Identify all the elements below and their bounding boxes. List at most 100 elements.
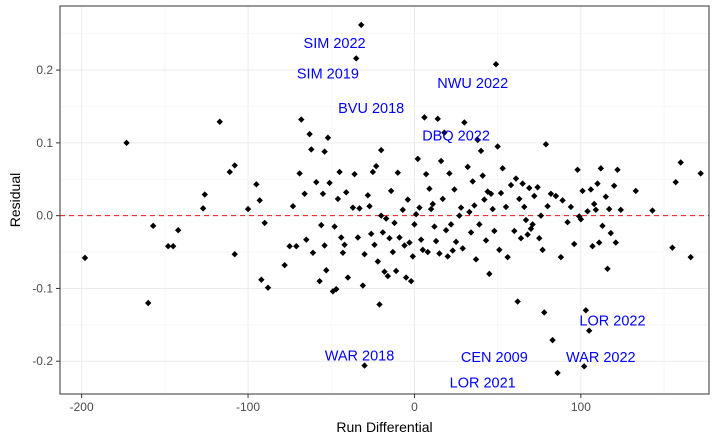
data-point	[544, 202, 551, 210]
data-point	[542, 141, 550, 148]
x-tick-label: 0	[411, 400, 418, 414]
data-point	[496, 246, 503, 254]
data-point	[476, 221, 483, 228]
data-point	[298, 116, 305, 123]
point-annotation-label: LOR 2022	[579, 313, 645, 329]
data-point	[597, 165, 605, 172]
data-point	[331, 223, 338, 230]
data-point	[481, 196, 488, 203]
data-point	[522, 216, 530, 224]
data-point	[333, 285, 340, 293]
data-point	[421, 114, 428, 121]
data-point	[364, 192, 372, 199]
data-point	[571, 240, 578, 248]
data-point	[472, 256, 480, 263]
data-point	[432, 237, 440, 245]
data-point	[487, 190, 495, 198]
data-point	[81, 254, 89, 262]
data-point	[338, 234, 345, 241]
data-point	[201, 191, 208, 198]
data-point	[474, 136, 481, 144]
data-point	[377, 212, 385, 219]
data-point	[296, 170, 303, 177]
data-point	[587, 186, 595, 193]
data-point	[377, 146, 385, 154]
data-point	[437, 157, 445, 165]
data-point	[336, 168, 343, 176]
point-annotation-label: SIM 2022	[304, 36, 366, 52]
data-point	[402, 274, 410, 281]
data-point	[356, 205, 363, 212]
data-point	[466, 208, 473, 216]
data-point	[318, 221, 325, 229]
x-tick-label: -200	[70, 400, 94, 414]
data-point	[231, 162, 238, 169]
data-point	[387, 187, 395, 195]
data-point	[394, 169, 402, 176]
data-point	[199, 205, 207, 212]
data-point	[512, 175, 520, 182]
data-point	[687, 253, 694, 261]
data-point	[617, 206, 625, 214]
data-point	[614, 166, 621, 173]
data-point	[361, 362, 368, 369]
data-point	[321, 148, 328, 155]
data-point	[334, 195, 342, 203]
data-point	[477, 147, 485, 155]
point-annotation-label: WAR 2018	[325, 348, 395, 364]
data-point	[602, 193, 610, 200]
data-point	[461, 119, 468, 126]
data-point	[697, 170, 704, 177]
point-annotation-label: BVU 2018	[338, 101, 404, 117]
data-point	[612, 239, 620, 246]
data-point	[361, 251, 368, 258]
data-point	[169, 243, 177, 250]
data-point	[610, 182, 618, 190]
data-point	[174, 227, 182, 234]
data-point	[677, 159, 684, 166]
data-point	[253, 181, 260, 188]
data-point	[256, 197, 263, 204]
data-point	[316, 277, 323, 285]
data-point	[313, 178, 320, 186]
data-point	[392, 267, 400, 275]
data-point	[539, 246, 546, 254]
y-tick-label: 0.2	[36, 63, 53, 77]
data-point	[449, 247, 456, 254]
data-point	[391, 219, 398, 227]
data-point	[369, 168, 377, 176]
data-point	[417, 236, 425, 243]
data-point	[416, 204, 423, 211]
data-point	[164, 243, 172, 250]
y-tick-label: 0.1	[36, 136, 53, 150]
data-point	[351, 170, 358, 178]
data-point	[359, 282, 367, 289]
data-point	[431, 223, 438, 230]
data-point	[471, 202, 478, 209]
data-point	[384, 272, 392, 280]
data-point	[447, 221, 455, 228]
data-point	[672, 178, 679, 186]
point-annotation-label: CEN 2009	[461, 350, 528, 366]
data-point	[281, 261, 288, 269]
data-point	[519, 180, 526, 187]
data-point	[579, 187, 586, 195]
data-point	[577, 216, 585, 223]
data-point	[464, 163, 471, 171]
data-point	[486, 270, 493, 278]
data-point	[457, 204, 465, 211]
data-point	[366, 202, 373, 210]
data-point	[517, 235, 525, 242]
data-point	[344, 274, 352, 281]
y-tick-label: 0.0	[36, 209, 53, 223]
data-point	[293, 243, 300, 250]
data-point	[582, 307, 590, 314]
data-point	[358, 21, 365, 29]
data-point	[514, 298, 521, 305]
data-point	[381, 268, 388, 275]
data-point	[491, 227, 498, 235]
data-point	[446, 170, 453, 177]
data-point	[396, 234, 403, 241]
data-point	[459, 245, 466, 252]
